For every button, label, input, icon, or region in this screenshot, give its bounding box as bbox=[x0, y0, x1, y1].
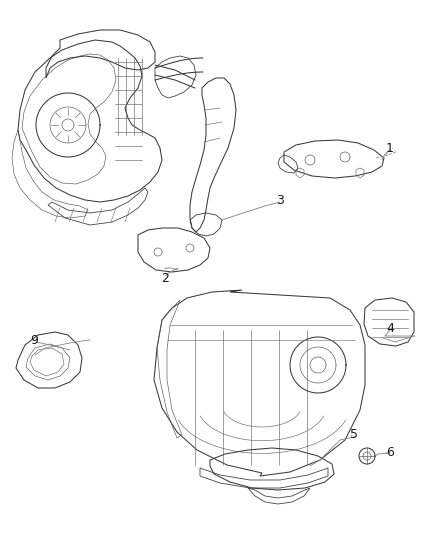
Text: 4: 4 bbox=[386, 321, 394, 335]
Text: 2: 2 bbox=[161, 271, 169, 285]
Text: 5: 5 bbox=[350, 429, 358, 441]
Text: 9: 9 bbox=[30, 334, 38, 346]
Text: 6: 6 bbox=[386, 446, 394, 458]
Text: 1: 1 bbox=[386, 141, 394, 155]
Text: 3: 3 bbox=[276, 193, 284, 206]
